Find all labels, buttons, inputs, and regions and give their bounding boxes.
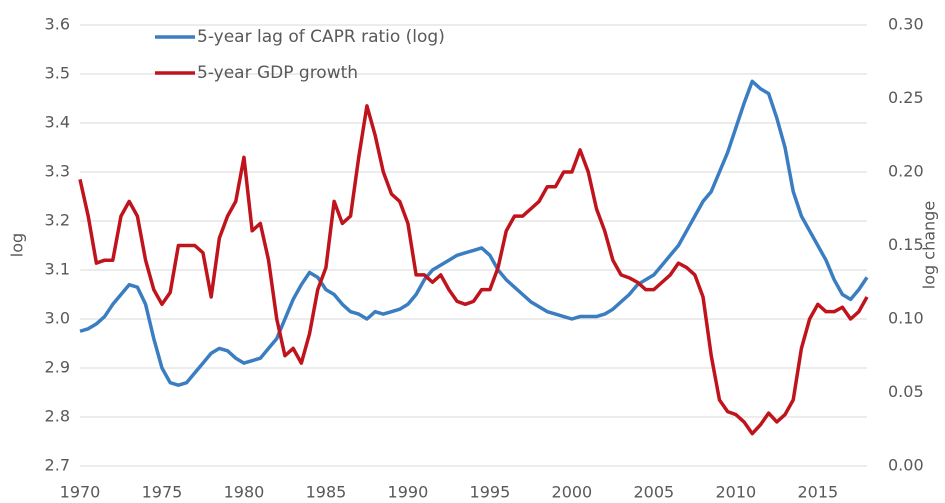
y2-tick-label: 0.20	[888, 162, 924, 181]
x-tick-label: 1970	[60, 483, 101, 502]
y-tick-label: 2.7	[45, 456, 70, 475]
x-tick-label: 2000	[552, 483, 593, 502]
series-line	[79, 79, 869, 387]
y-tick-label: 2.9	[45, 358, 70, 377]
y-tick-label: 3.5	[45, 64, 70, 83]
y2-axis-title: log change	[920, 201, 939, 289]
x-tick-label: 1990	[388, 483, 429, 502]
y-tick-label: 3.6	[45, 15, 70, 34]
y-tick-label: 3.2	[45, 211, 70, 230]
y2-tick-label: 0.25	[888, 88, 924, 107]
y-tick-label: 2.8	[45, 407, 70, 426]
y2-tick-label: 0.10	[888, 309, 924, 328]
y-tick-label: 3.1	[45, 260, 70, 279]
y-axis-title: log	[8, 233, 27, 257]
x-tick-label: 1995	[470, 483, 511, 502]
x-tick-label: 1985	[306, 483, 347, 502]
x-tick-label: 2005	[633, 483, 674, 502]
y2-tick-label: 0.05	[888, 382, 924, 401]
x-tick-label: 1980	[224, 483, 265, 502]
y-tick-label: 3.4	[45, 113, 70, 132]
series-line	[78, 104, 869, 436]
x-tick-label: 2015	[797, 483, 838, 502]
y2-tick-label: 0.00	[888, 456, 924, 475]
y-tick-label: 3.3	[45, 162, 70, 181]
y2-tick-label: 0.30	[888, 15, 924, 34]
legend-label: 5-year lag of CAPR ratio (log)	[197, 27, 445, 47]
legend-label: 5-year GDP growth	[197, 63, 358, 83]
y-tick-label: 3.0	[45, 309, 70, 328]
x-tick-label: 2010	[715, 483, 756, 502]
y2-tick-label: 0.15	[888, 235, 924, 254]
x-tick-label: 1975	[142, 483, 183, 502]
